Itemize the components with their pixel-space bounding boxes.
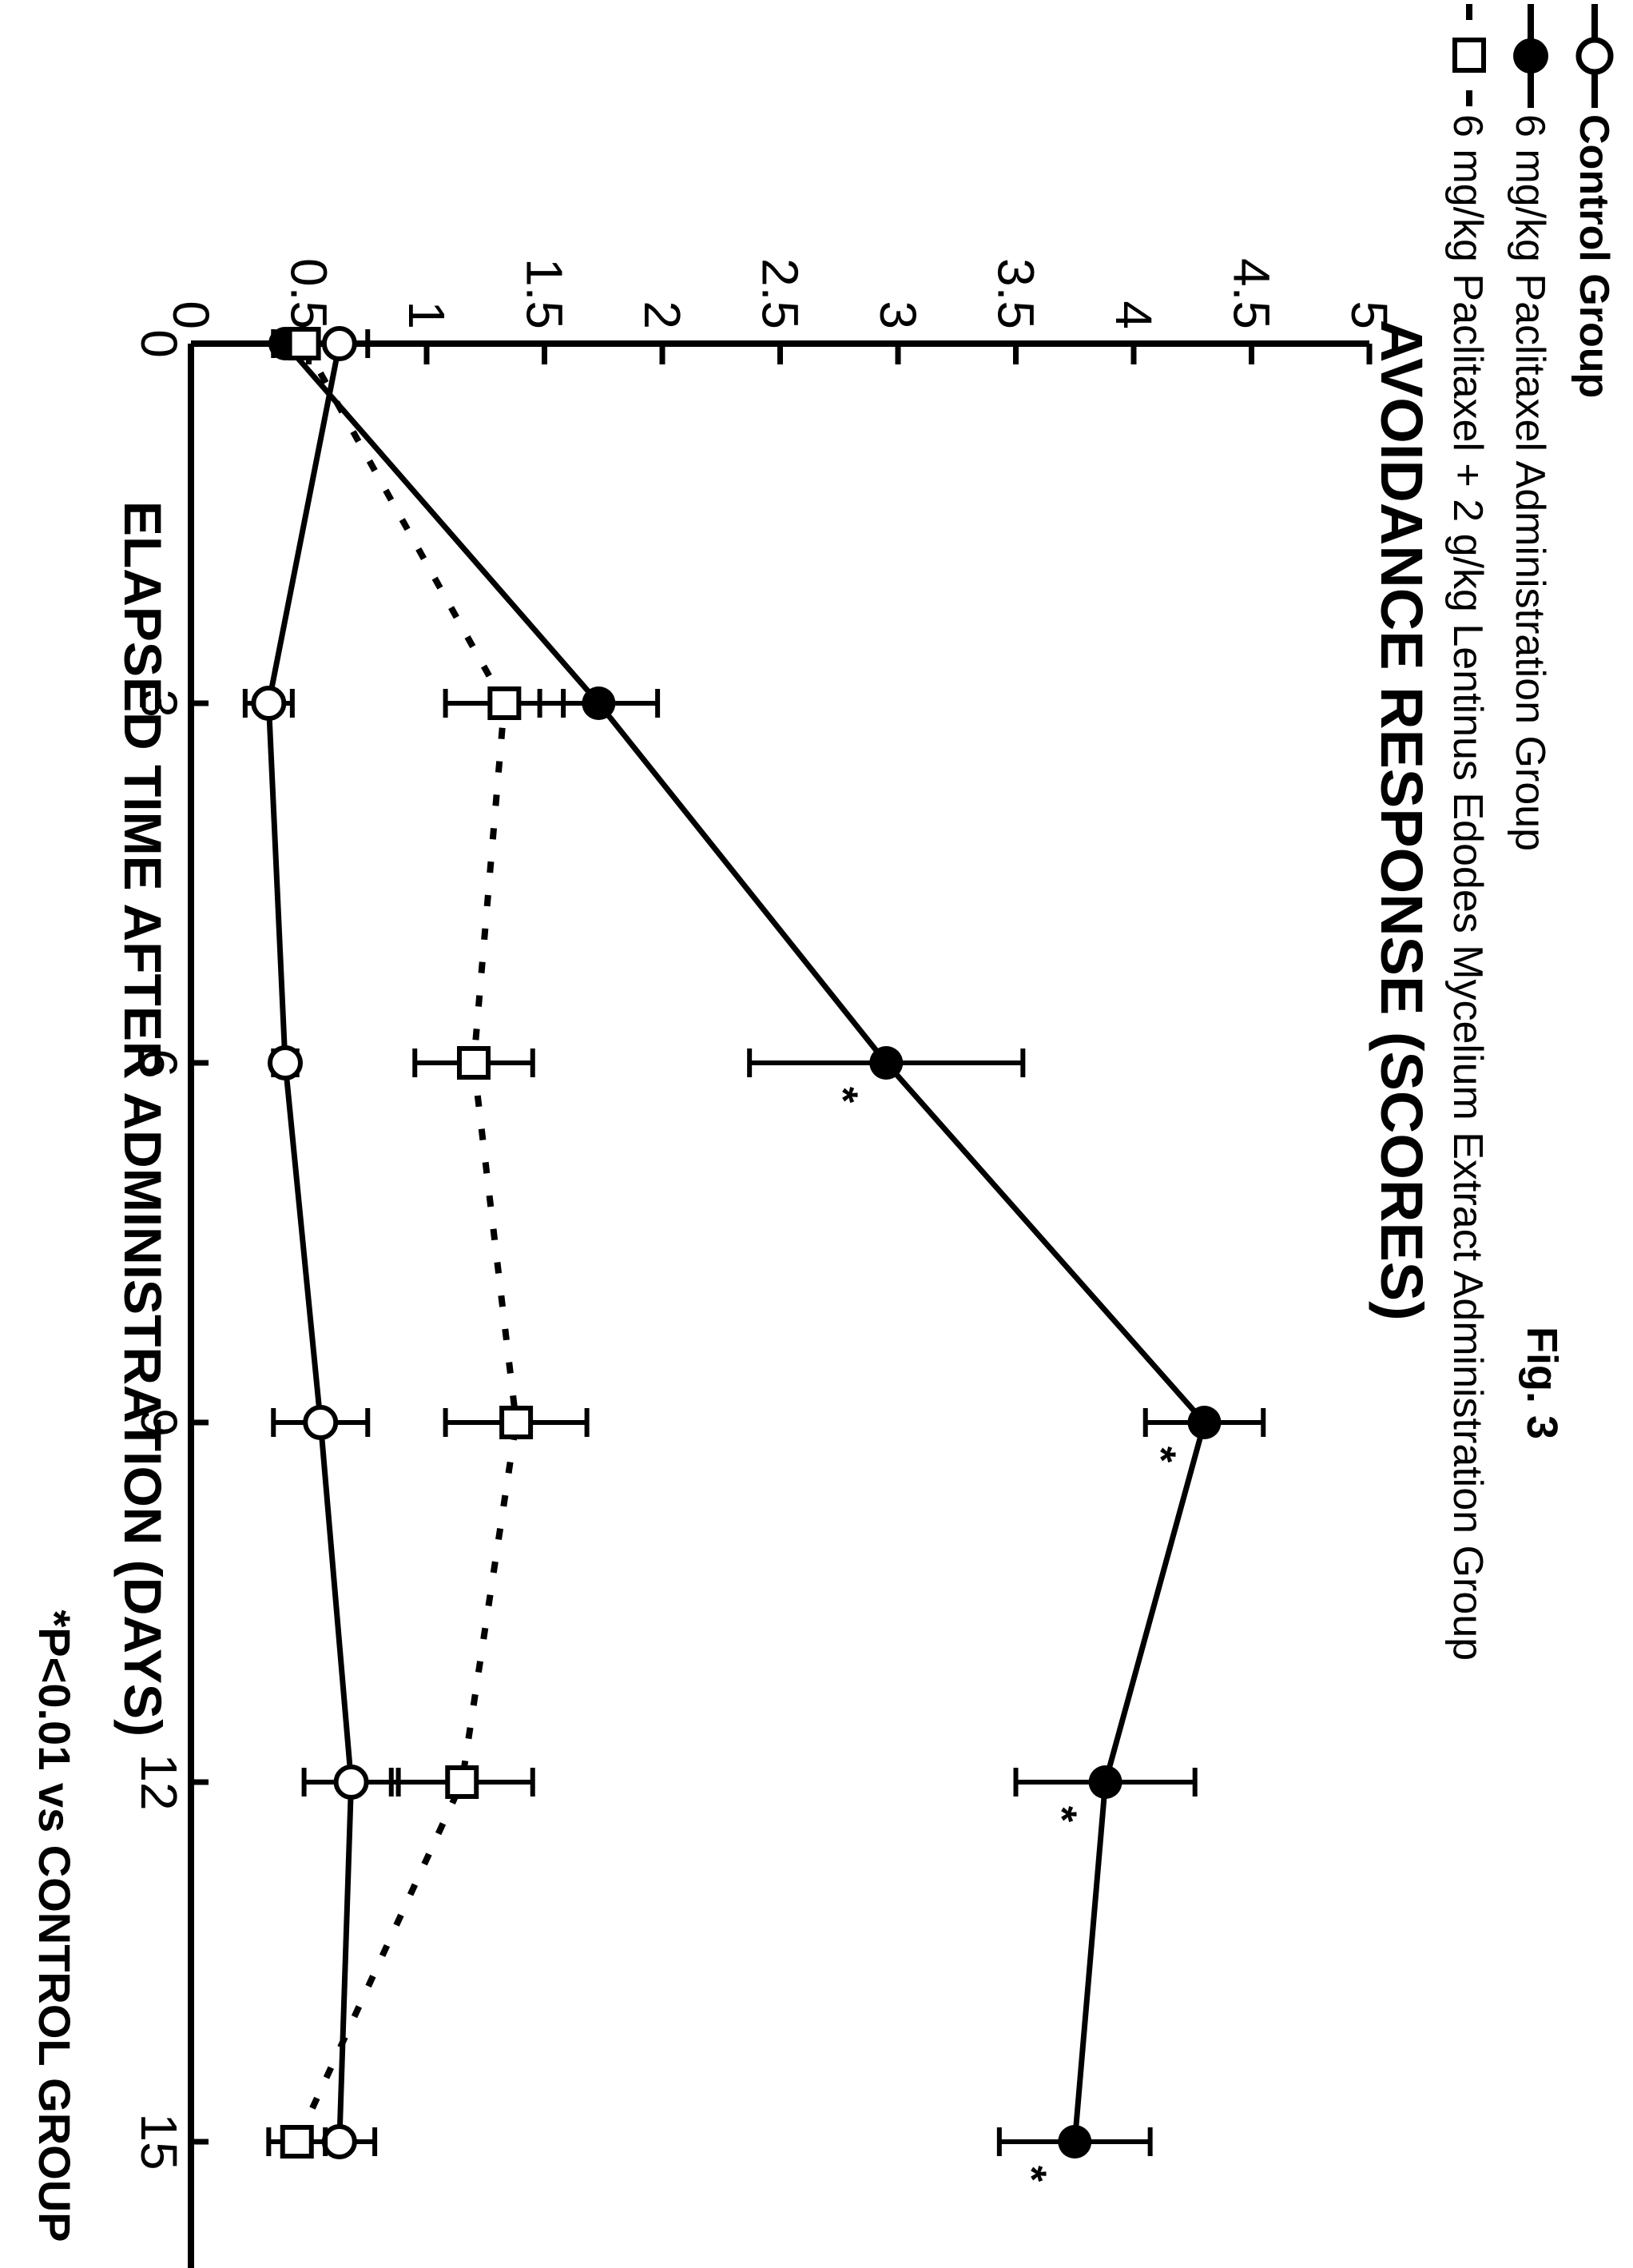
series-layer: * * * * [242, 326, 1266, 2182]
y-tick-label: 1 [398, 300, 455, 329]
footnote: *P<0.01 vs CONTROL GROUP [30, 1610, 80, 2242]
data-point-control [251, 686, 287, 721]
y-axis-title: AVOIDANCE RESPONSE (SCORES) [1369, 320, 1435, 1321]
data-point-control [303, 1405, 339, 1440]
y-tick-label: 0.5 [280, 258, 338, 329]
significance-marker: * [1007, 2166, 1054, 2182]
legend-entry-control: Control Group [1571, 4, 1617, 398]
data-point-combination [445, 1765, 479, 1799]
significance-marker: * [1039, 1806, 1085, 1823]
data-point-control [333, 1765, 369, 1800]
x-tick-label: 6 [130, 1048, 188, 1077]
x-tick-label: 9 [130, 1408, 188, 1437]
x-tick-label: 3 [130, 689, 188, 718]
data-point-paclitaxel [1187, 1406, 1222, 1439]
data-point-combination [487, 686, 522, 720]
y-tick-label: 1.5 [516, 258, 574, 329]
y-tick-label: 3.5 [987, 258, 1045, 329]
axes: 0 0.5 1 1.5 2 2.5 3 3.5 4 4.5 5 0 3 6 9 12 15 [130, 258, 1398, 2268]
y-tick-label: 5 [1341, 300, 1398, 329]
x-axis-title: ELAPSED TIME AFTER ADMINISTRATION (DAYS) [113, 501, 173, 1737]
legend-entry-paclitaxel: 6 mg/kg Paclitaxel Administration Group [1507, 4, 1553, 851]
data-point-combination [287, 327, 321, 360]
legend-label-combination: 6 mg/kg Paclitaxel + 2 g/kg Lentinus Edo… [1444, 114, 1491, 1661]
y-tick-label: 4.5 [1223, 258, 1281, 329]
y-tick-label: 2.5 [752, 258, 809, 329]
data-point-control [321, 2124, 357, 2159]
y-tick-label: 2 [634, 300, 691, 329]
data-point-paclitaxel [869, 1046, 904, 1080]
data-point-paclitaxel [1088, 1765, 1122, 1799]
significance-marker: * [1138, 1446, 1184, 1463]
data-point-control [321, 326, 357, 361]
data-point-combination [280, 2125, 314, 2159]
series-control [242, 326, 401, 2159]
series-line-combination [294, 342, 520, 2143]
y-tick-label: 0 [162, 300, 220, 329]
x-tick-label: 15 [130, 2113, 188, 2170]
figure-label: Fig. 3 [1518, 1327, 1566, 1439]
data-point-paclitaxel [582, 686, 616, 720]
x-ticks: 0 3 6 9 12 15 [130, 329, 209, 2171]
series-combination [266, 327, 590, 2159]
x-tick-label: 12 [130, 1753, 188, 1810]
series-paclitaxel: * * * * [268, 327, 1266, 2182]
data-point-control [268, 1045, 303, 1080]
significance-marker: * [819, 1087, 865, 1104]
series-line-paclitaxel [283, 341, 1208, 2143]
data-point-combination [457, 1046, 491, 1080]
rotated-figure: Control Group 6 mg/kg Paclitaxel Adminis… [30, 4, 1617, 2268]
data-point-combination [499, 1406, 534, 1439]
y-ticks: 0 0.5 1 1.5 2 2.5 3 3.5 4 4.5 5 [162, 258, 1398, 364]
legend-label-paclitaxel: 6 mg/kg Paclitaxel Administration Group [1507, 114, 1553, 851]
x-tick-label: 0 [130, 329, 188, 358]
legend: Control Group 6 mg/kg Paclitaxel Adminis… [1444, 4, 1617, 1661]
legend-entry-combination: 6 mg/kg Paclitaxel + 2 g/kg Lentinus Edo… [1444, 4, 1491, 1661]
series-line-control [265, 343, 355, 2143]
y-tick-label: 4 [1105, 300, 1162, 329]
legend-label-control: Control Group [1571, 114, 1617, 398]
data-point-paclitaxel [1058, 2125, 1092, 2159]
y-tick-label: 3 [869, 300, 927, 329]
